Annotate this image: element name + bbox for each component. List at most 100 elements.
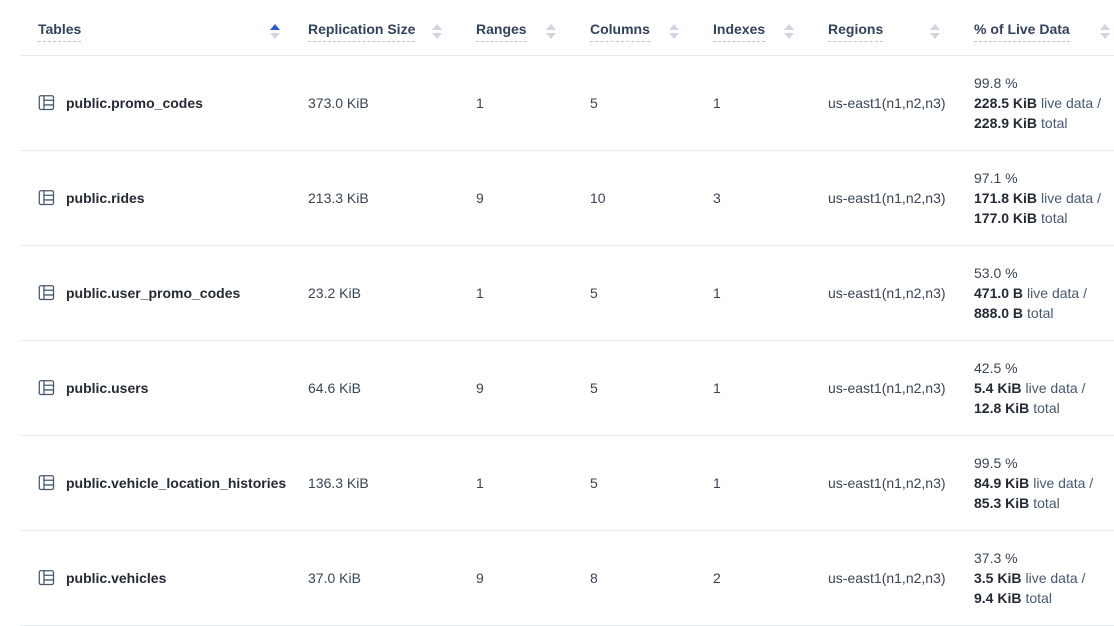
regions-cell: us-east1(n1,n2,n3) (820, 150, 966, 246)
sort-carets-icon[interactable] (784, 23, 794, 39)
sort-carets-icon[interactable] (1100, 23, 1110, 39)
sort-carets-icon[interactable] (546, 23, 556, 39)
column-header-label: Columns (590, 21, 650, 42)
table-name-link[interactable]: public.vehicles (66, 569, 167, 586)
indexes-cell: 2 (705, 530, 820, 626)
column-header-label: % of Live Data (974, 21, 1070, 42)
table-row: public.vehicle_location_histories 136.3 … (20, 435, 1114, 531)
column-header-ranges[interactable]: Ranges (468, 8, 582, 56)
total-data-line: 177.0 KiB total (974, 209, 1068, 226)
column-header-live-data[interactable]: % of Live Data (966, 8, 1114, 56)
column-header-indexes[interactable]: Indexes (705, 8, 820, 56)
table-name-link[interactable]: public.promo_codes (66, 94, 203, 111)
column-header-regions[interactable]: Regions (820, 8, 966, 56)
total-data-line: 9.4 KiB total (974, 589, 1052, 606)
column-header-label: Regions (828, 21, 884, 42)
regions-cell: us-east1(n1,n2,n3) (820, 340, 966, 436)
ranges-cell: 1 (468, 55, 582, 151)
table-body: public.promo_codes 373.0 KiB 1 5 1 us-ea… (20, 55, 1114, 626)
table-name-cell: public.users (20, 340, 300, 436)
sort-carets-icon[interactable] (432, 23, 442, 39)
table-row: public.users 64.6 KiB 9 5 1 us-east1(n1,… (20, 340, 1114, 436)
ranges-cell: 9 (468, 150, 582, 246)
sort-carets-icon[interactable] (669, 23, 679, 39)
live-data-line: 5.4 KiB live data / (974, 379, 1086, 396)
table-name-link[interactable]: public.users (66, 379, 149, 396)
tables-list: Tables Replication Size Ranges (20, 8, 1114, 626)
live-percent: 99.8 % (974, 74, 1018, 91)
columns-cell: 5 (582, 245, 705, 341)
regions-cell: us-east1(n1,n2,n3) (820, 55, 966, 151)
indexes-cell: 3 (705, 150, 820, 246)
regions-cell: us-east1(n1,n2,n3) (820, 245, 966, 341)
table-name-cell: public.rides (20, 150, 300, 246)
live-percent: 53.0 % (974, 264, 1018, 281)
table-row: public.rides 213.3 KiB 9 10 3 us-east1(n… (20, 150, 1114, 246)
sort-carets-icon[interactable] (930, 23, 940, 39)
ranges-cell: 9 (468, 340, 582, 436)
columns-cell: 5 (582, 55, 705, 151)
live-data-line: 3.5 KiB live data / (974, 569, 1086, 586)
table-name-cell: public.vehicles (20, 530, 300, 626)
columns-cell: 10 (582, 150, 705, 246)
ranges-cell: 1 (468, 245, 582, 341)
table-grid-icon (38, 189, 55, 206)
ranges-cell: 1 (468, 435, 582, 531)
total-data-line: 228.9 KiB total (974, 114, 1068, 131)
total-data-line: 12.8 KiB total (974, 399, 1060, 416)
table-name-link[interactable]: public.user_promo_codes (66, 284, 241, 301)
live-data-cell: 97.1 % 171.8 KiB live data / 177.0 KiB tot… (966, 150, 1114, 246)
indexes-cell: 1 (705, 435, 820, 531)
live-data-line: 228.5 KiB live data / (974, 94, 1101, 111)
table-grid-icon (38, 94, 55, 111)
table-row: public.promo_codes 373.0 KiB 1 5 1 us-ea… (20, 55, 1114, 151)
indexes-cell: 1 (705, 245, 820, 341)
live-data-cell: 37.3 % 3.5 KiB live data / 9.4 KiB total (966, 530, 1114, 626)
indexes-cell: 1 (705, 340, 820, 436)
table-name-cell: public.user_promo_codes (20, 245, 300, 341)
columns-cell: 5 (582, 435, 705, 531)
ranges-cell: 9 (468, 530, 582, 626)
column-header-replication-size[interactable]: Replication Size (300, 8, 468, 56)
columns-cell: 8 (582, 530, 705, 626)
table-row: public.user_promo_codes 23.2 KiB 1 5 1 u… (20, 245, 1114, 341)
columns-cell: 5 (582, 340, 705, 436)
live-percent: 97.1 % (974, 169, 1018, 186)
table-name-link[interactable]: public.rides (66, 189, 145, 206)
replication-size-cell: 23.2 KiB (300, 245, 468, 341)
column-header-label: Ranges (476, 21, 527, 42)
table-row: public.vehicles 37.0 KiB 9 8 2 us-east1(… (20, 530, 1114, 626)
replication-size-cell: 64.6 KiB (300, 340, 468, 436)
regions-cell: us-east1(n1,n2,n3) (820, 530, 966, 626)
live-data-line: 84.9 KiB live data / (974, 474, 1094, 491)
column-header-columns[interactable]: Columns (582, 8, 705, 56)
table-name-cell: public.promo_codes (20, 55, 300, 151)
total-data-line: 85.3 KiB total (974, 494, 1060, 511)
table-grid-icon (38, 474, 55, 491)
table-grid-icon (38, 569, 55, 586)
replication-size-cell: 213.3 KiB (300, 150, 468, 246)
replication-size-cell: 373.0 KiB (300, 55, 468, 151)
column-header-tables[interactable]: Tables (20, 8, 300, 56)
replication-size-cell: 37.0 KiB (300, 530, 468, 626)
column-header-label: Replication Size (308, 21, 416, 42)
live-percent: 42.5 % (974, 359, 1018, 376)
regions-cell: us-east1(n1,n2,n3) (820, 435, 966, 531)
sort-carets-icon[interactable] (270, 23, 280, 39)
indexes-cell: 1 (705, 55, 820, 151)
live-data-line: 171.8 KiB live data / (974, 189, 1101, 206)
table-name-link[interactable]: public.vehicle_location_histories (66, 474, 287, 491)
live-percent: 37.3 % (974, 549, 1018, 566)
live-percent: 99.5 % (974, 454, 1018, 471)
table-grid-icon (38, 379, 55, 396)
table-header: Tables Replication Size Ranges (20, 8, 1114, 56)
column-header-label: Indexes (713, 21, 766, 42)
live-data-cell: 42.5 % 5.4 KiB live data / 12.8 KiB total (966, 340, 1114, 436)
column-header-label: Tables (38, 21, 82, 42)
table-grid-icon (38, 284, 55, 301)
table-name-cell: public.vehicle_location_histories (20, 435, 300, 531)
